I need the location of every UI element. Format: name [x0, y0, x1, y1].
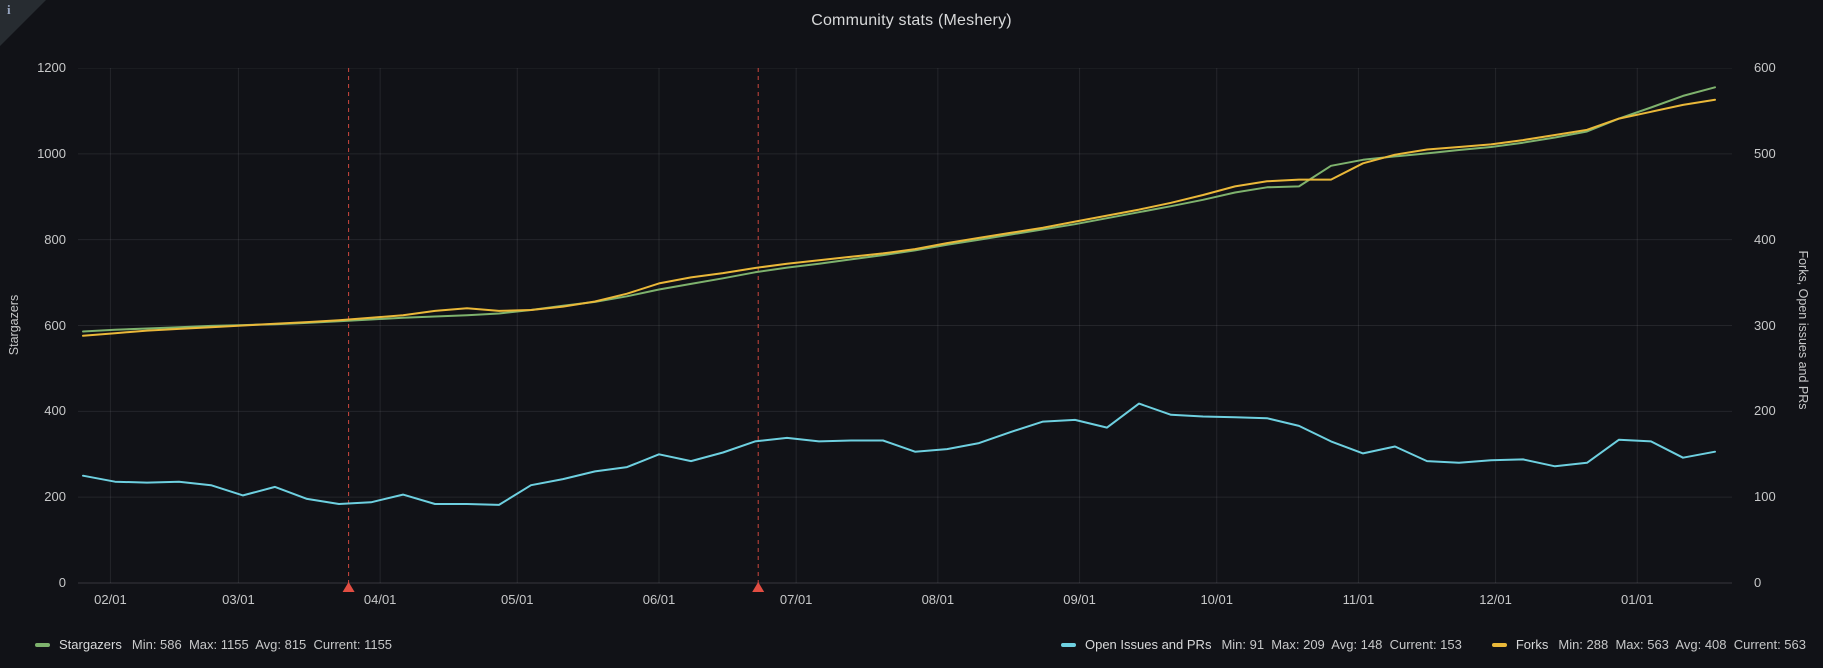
x-axis-tick: 11/01 — [1342, 592, 1375, 607]
legend-series-name[interactable]: Forks — [1515, 637, 1549, 652]
x-axis-tick: 05/01 — [500, 592, 534, 607]
x-axis-tick: 03/01 — [222, 592, 255, 607]
right-axis-tick: 100 — [1754, 489, 1776, 505]
legend-series-stats: Min: 288 Max: 563 Avg: 408 Current: 563 — [1558, 637, 1806, 652]
legend: Stargazers Min: 586 Max: 1155 Avg: 815 Cu… — [0, 637, 1823, 652]
legend-right-group: Open Issues and PRs Min: 91 Max: 209 Avg:… — [1060, 637, 1806, 652]
x-axis-tick: 02/01 — [94, 592, 127, 607]
legend-series-stats: Min: 91 Max: 209 Avg: 148 Current: 153 — [1221, 637, 1462, 652]
x-axis-tick: 08/01 — [921, 592, 955, 607]
left-axis-tick: 1200 — [37, 60, 66, 75]
left-axis-tick: 400 — [44, 403, 66, 419]
right-axis-tick: 300 — [1754, 317, 1776, 333]
series-line-open-issues-and-prs[interactable] — [82, 402, 1716, 506]
legend-swatch[interactable] — [1060, 642, 1076, 647]
left-axis-tick: 0 — [58, 575, 66, 590]
x-axis-tick: 07/01 — [779, 592, 813, 607]
left-axis-tick: 200 — [44, 489, 66, 505]
left-axis-tick: 800 — [44, 231, 66, 247]
annotation-marker[interactable] — [752, 582, 765, 592]
panel-title: Community stats (Meshery) — [811, 12, 1012, 29]
legend-swatch[interactable] — [35, 642, 50, 647]
legend-item-stargazers[interactable]: Stargazers Min: 586 Max: 1155 Avg: 815 Cu… — [35, 637, 392, 652]
x-axis-tick: 10/01 — [1200, 592, 1233, 607]
right-axis-tick: 400 — [1754, 231, 1776, 247]
right-axis-title: Forks, Open issues and PRs — [1796, 250, 1810, 410]
right-axis-tick: 600 — [1754, 60, 1776, 75]
legend-series-stats: Min: 586 Max: 1155 Avg: 815 Current: 115… — [131, 637, 393, 652]
annotation-marker[interactable] — [342, 582, 355, 592]
legend-item-open-issues-and-prs[interactable]: Open Issues and PRs Min: 91 Max: 209 Avg:… — [1060, 637, 1462, 652]
legend-series-name[interactable]: Open Issues and PRs — [1084, 637, 1212, 652]
left-axis-tick: 600 — [44, 317, 66, 333]
legend-left-group: Stargazers Min: 586 Max: 1155 Avg: 815 Cu… — [35, 637, 392, 652]
chart-plot[interactable] — [78, 68, 1732, 600]
x-axis-tick: 01/01 — [1620, 592, 1654, 607]
info-icon[interactable]: i — [7, 2, 11, 17]
x-axis-tick: 04/01 — [363, 592, 397, 607]
panel-info-corner[interactable]: i — [0, 0, 46, 46]
x-axis-tick: 09/01 — [1063, 592, 1096, 607]
right-axis-tick: 0 — [1754, 575, 1762, 590]
legend-swatch[interactable] — [1491, 642, 1507, 647]
x-axis-tick: 06/01 — [642, 592, 676, 607]
right-axis-tick: 500 — [1754, 145, 1776, 161]
right-axis-tick: 200 — [1754, 403, 1776, 419]
series-line-stargazers[interactable] — [82, 86, 1716, 333]
x-axis-tick: 12/01 — [1479, 592, 1512, 607]
left-axis-tick: 1000 — [37, 145, 66, 161]
legend-series-name[interactable]: Stargazers — [59, 637, 122, 652]
series-line-forks[interactable] — [82, 98, 1716, 337]
legend-item-forks[interactable]: Forks Min: 288 Max: 563 Avg: 408 Current:… — [1491, 637, 1806, 652]
